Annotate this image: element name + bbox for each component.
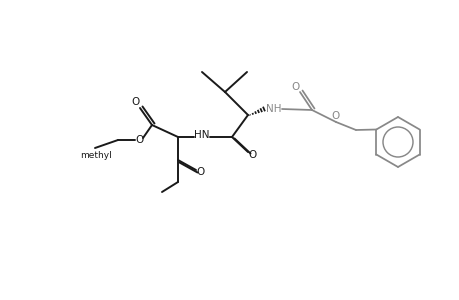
Text: O: O: [132, 97, 140, 107]
Text: O: O: [291, 82, 299, 92]
Text: O: O: [196, 167, 205, 177]
Text: NH: NH: [266, 104, 281, 114]
Text: HN: HN: [194, 130, 209, 140]
Text: O: O: [331, 111, 339, 121]
Text: O: O: [248, 150, 257, 160]
Text: methyl: methyl: [80, 151, 112, 160]
Text: O: O: [135, 135, 144, 145]
